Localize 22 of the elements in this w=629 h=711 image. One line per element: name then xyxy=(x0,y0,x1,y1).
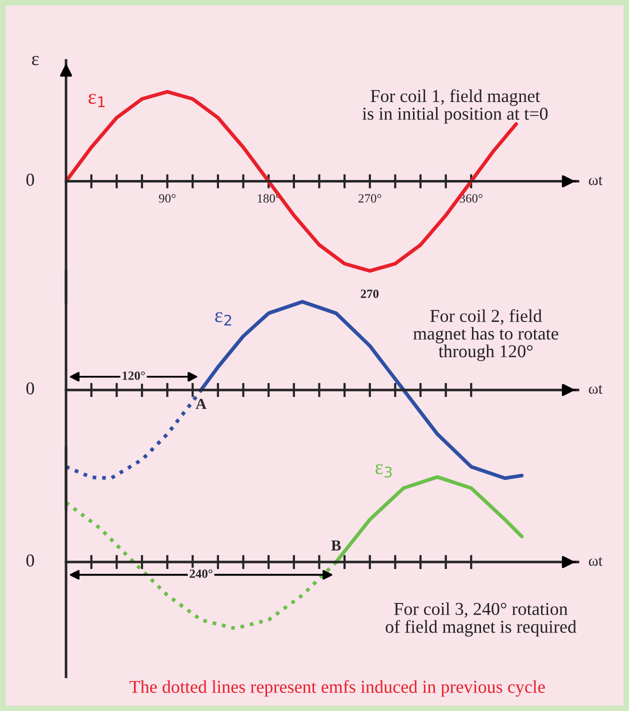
series-label: ε$_{1}$ xyxy=(88,94,105,108)
text: 0 xyxy=(26,174,34,186)
x-axis-title: ωt xyxy=(588,557,603,566)
annotation: For coil 1, field magnet is in initial position at t=0 xyxy=(362,89,548,124)
text: 0 xyxy=(26,554,34,567)
x-axis-title: ωt xyxy=(588,176,603,186)
annotation: For coil 3, 240° rotation of field magnet is required xyxy=(386,602,576,637)
x-tick-label: 270° xyxy=(358,194,382,203)
annotation: A xyxy=(196,398,206,409)
text: 0 xyxy=(26,382,34,395)
series-label: ε$_{3}$ xyxy=(376,464,392,478)
annotation: 120° xyxy=(122,371,145,380)
annotation: 240° xyxy=(190,569,212,578)
annotation: For coil 2, field magnet has to rotate through 120° xyxy=(413,309,558,362)
x-axis-title: ωt xyxy=(588,385,603,394)
text: 270 xyxy=(360,290,379,298)
annotation: B xyxy=(331,540,341,551)
x-tick-label: 360° xyxy=(460,194,482,203)
series-label: ε$_{2}$ xyxy=(215,312,232,326)
y-axis-title: ε xyxy=(32,56,39,66)
text: The dotted lines represent emfs induced in previous cycle xyxy=(130,680,545,697)
x-tick-label: 90° xyxy=(158,194,176,203)
